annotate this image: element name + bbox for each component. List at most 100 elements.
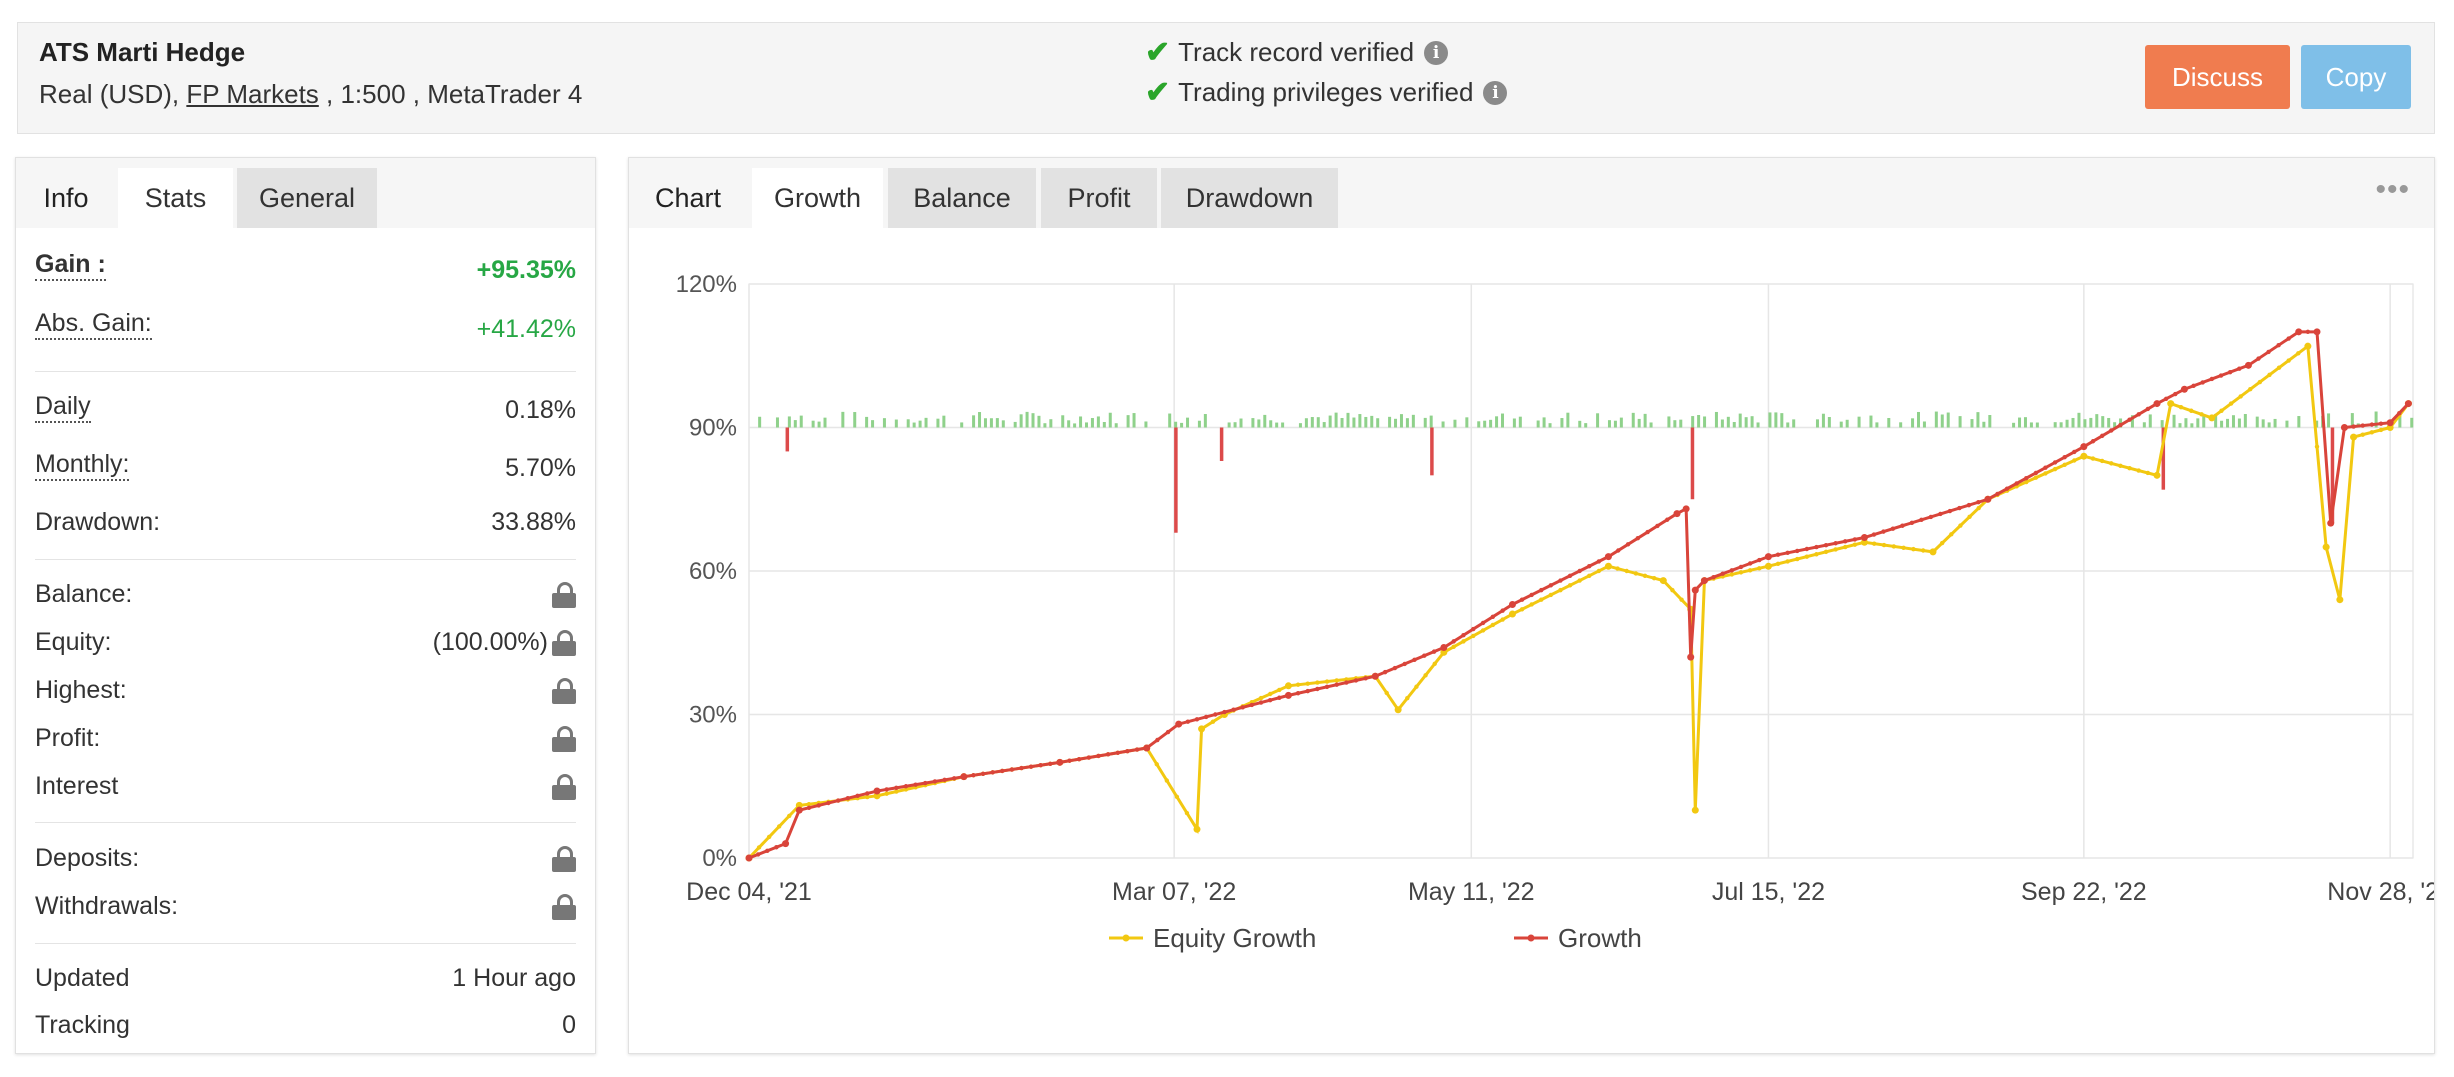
data-point xyxy=(1115,750,1120,755)
data-point xyxy=(1729,568,1735,573)
daily-gain-bar xyxy=(2089,417,2093,428)
data-point xyxy=(2276,365,2282,370)
data-point xyxy=(1240,705,1245,710)
discuss-button[interactable]: Discuss xyxy=(2145,45,2290,109)
divider xyxy=(35,943,576,944)
daily-gain-bar xyxy=(1061,415,1065,428)
info-icon[interactable]: i xyxy=(1424,40,1449,65)
daily-gain-bar xyxy=(1501,413,1504,428)
daily-gain-bar xyxy=(1917,411,1920,428)
data-point xyxy=(1947,508,1953,514)
tab-balance[interactable]: Balance xyxy=(888,168,1036,228)
daily-gain-bar xyxy=(1043,423,1047,428)
data-point xyxy=(1249,702,1255,708)
daily-gain-bar xyxy=(2273,418,2277,428)
daily-gain-bar xyxy=(1322,422,1326,428)
data-point xyxy=(1105,752,1111,757)
data-point xyxy=(1154,762,1159,767)
daily-gain-bar xyxy=(1370,415,1374,428)
daily-gain-bar xyxy=(1756,422,1760,428)
interest-label: Interest xyxy=(35,772,119,800)
copy-button[interactable]: Copy xyxy=(2301,45,2411,109)
tab-chart[interactable]: Chart xyxy=(654,182,722,213)
daily-gain-bar xyxy=(1643,413,1647,428)
data-point xyxy=(1222,709,1227,715)
daily-gain-bar xyxy=(1257,419,1261,428)
data-point xyxy=(1823,542,1829,548)
data-point xyxy=(1929,548,1937,556)
daily-gain-bar xyxy=(1304,418,1308,428)
data-point xyxy=(1076,756,1082,762)
data-point xyxy=(795,801,803,809)
daily-label[interactable]: Daily xyxy=(35,392,91,423)
daily-gain-bar xyxy=(1922,421,1926,428)
stat-balance: Balance: xyxy=(35,580,576,614)
tab-growth[interactable]: Growth xyxy=(752,168,883,228)
data-point xyxy=(1210,719,1216,724)
daily-gain-bar xyxy=(1911,418,1915,428)
daily-gain-bar xyxy=(1411,414,1415,428)
data-point xyxy=(1984,495,1992,503)
data-point xyxy=(2004,486,2010,491)
tab-stats[interactable]: Stats xyxy=(118,168,233,228)
daily-gain-bar xyxy=(1518,416,1522,428)
tab-drawdown[interactable]: Drawdown xyxy=(1161,168,1338,228)
daily-gain-bar xyxy=(775,417,779,428)
data-point xyxy=(1539,597,1544,602)
y-tick-label: 90% xyxy=(689,415,737,442)
monthly-label[interactable]: Monthly: xyxy=(35,450,130,481)
daily-gain-bar xyxy=(1423,417,1427,428)
tab-info[interactable]: Info xyxy=(43,182,89,213)
daily-gain-bar xyxy=(1281,422,1285,428)
data-point xyxy=(1382,669,1388,675)
data-point xyxy=(2266,349,2271,355)
broker-link[interactable]: FP Markets xyxy=(186,79,319,109)
daily-gain-bar xyxy=(1786,422,1790,428)
daily-gain-bar xyxy=(1453,419,1457,428)
data-point xyxy=(2043,465,2048,470)
data-point xyxy=(816,803,821,808)
abs-gain-label[interactable]: Abs. Gain: xyxy=(35,309,152,340)
daily-gain-bar xyxy=(1025,411,1029,428)
daily-gain-bar xyxy=(1732,422,1736,428)
info-icon[interactable]: i xyxy=(1483,80,1508,105)
data-point xyxy=(2336,596,2344,604)
daily-gain-bar xyxy=(1085,422,1088,428)
daily-gain-bar xyxy=(1405,418,1409,428)
data-point xyxy=(1056,758,1064,766)
data-point xyxy=(2295,328,2303,336)
data-point xyxy=(776,824,782,829)
tab-profit[interactable]: Profit xyxy=(1041,168,1157,228)
data-point xyxy=(1558,587,1563,593)
data-point xyxy=(873,787,881,795)
data-point xyxy=(1764,553,1772,561)
data-point xyxy=(1872,541,1877,546)
data-point xyxy=(1194,717,1200,722)
data-point xyxy=(2208,414,2216,422)
daily-gain-bar xyxy=(2350,413,2354,428)
deposits-value xyxy=(548,844,576,873)
data-point xyxy=(2397,410,2402,416)
data-point xyxy=(1000,768,1005,774)
daily-gain-bar xyxy=(841,411,845,428)
data-point xyxy=(2257,379,2263,385)
daily-gain-bar xyxy=(1316,417,1320,428)
more-dots-icon[interactable]: ••• xyxy=(2375,173,2410,206)
gain-label[interactable]: Gain : xyxy=(35,250,106,281)
data-point xyxy=(1508,610,1516,618)
daily-gain-bar xyxy=(1019,414,1023,428)
data-point xyxy=(1324,679,1330,684)
data-point xyxy=(1096,753,1101,759)
daily-gain-bar xyxy=(1352,417,1356,428)
data-point xyxy=(2099,433,2105,439)
data-point xyxy=(1587,564,1592,569)
tab-general[interactable]: General xyxy=(237,168,377,228)
equity-label: Equity: xyxy=(35,628,112,656)
data-point xyxy=(2167,400,2175,408)
data-point xyxy=(1852,537,1858,542)
legend-marker xyxy=(1527,934,1535,942)
daily-gain-bar xyxy=(2178,423,2182,428)
data-point xyxy=(1432,661,1437,666)
data-point xyxy=(1901,545,1906,550)
data-point xyxy=(2351,424,2356,429)
